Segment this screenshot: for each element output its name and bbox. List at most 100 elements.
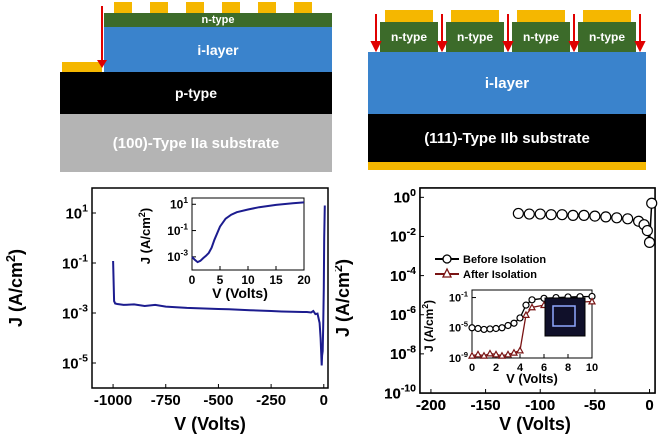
right-before-series-0-point-5	[567, 209, 579, 221]
right-inset-series-0-point-5	[498, 324, 506, 332]
right-ylabel: J (A/cm2)	[335, 259, 353, 337]
left-inset-xtick-label-4: 20	[297, 273, 311, 287]
right-before-xtick-label-1: -150	[471, 397, 501, 414]
right-inset-ytick-label-2: 10-9	[449, 350, 468, 365]
right-inset-ytick-label-0: 10-1	[449, 289, 469, 304]
right-inset-series-0-point-1	[474, 324, 482, 333]
substrate-b-label: (111)-Type IIb substrate	[424, 129, 590, 147]
right-after-ytick-label-0: 100	[393, 187, 416, 207]
left-inset-xtick-label-2: 10	[241, 273, 255, 287]
contact-r2	[451, 10, 499, 22]
right-legend: Before Isolation After Isolation	[435, 254, 546, 281]
ilayer: i-layer	[104, 27, 332, 72]
left-inset-ytick-label-2: 10-3	[167, 248, 188, 264]
right-before-ytick-label-1: 10-2	[390, 226, 416, 246]
right-inset-series-1-point-9	[521, 310, 531, 318]
left-ytick-label-1: 10-1	[62, 253, 88, 273]
left-ytick-label-2: 10-3	[62, 303, 88, 323]
side-contact	[62, 62, 102, 72]
right-before-series-0-point-13	[641, 224, 653, 237]
right-inset-series-1-point-1	[473, 350, 483, 358]
right-after-xtick-label-4: 0	[645, 397, 653, 414]
diagram-left: n-type i-layer p-type (100)-Type IIa sub…	[60, 0, 340, 175]
ptype-layer: p-type	[60, 72, 332, 114]
right-inset-series-1-point-2	[479, 351, 489, 359]
left-xtick-label-4: 0	[320, 392, 328, 409]
legend-after-marker	[441, 267, 453, 278]
left-inset-xtick-label-0: 0	[189, 273, 196, 287]
left-ytick-label-0: 101	[65, 203, 88, 223]
right-inset-xtick-label-3: 6	[541, 362, 547, 374]
right-before-xtick-label-2: -100	[525, 397, 555, 414]
right-before-xtick-label-0: -200	[416, 397, 446, 414]
right-xlabel: V (Volts)	[499, 414, 571, 434]
ntype-label-r3: n-type	[523, 30, 559, 44]
contact-r4	[583, 10, 631, 22]
ilayer-label: i-layer	[197, 41, 239, 58]
right-inset-xtick-label-5: 10	[586, 362, 598, 374]
contact-r1	[385, 10, 433, 22]
right-inset-xtick-label-0: 0	[469, 362, 475, 374]
ilayer-right-label: i-layer	[484, 74, 530, 92]
right-inset-xtick-label-1: 2	[493, 362, 499, 374]
top-contact-5	[258, 2, 276, 13]
right-inset-series-1-point-8	[515, 346, 525, 354]
ntype-block-2: n-type	[446, 10, 504, 52]
substrate-b: (111)-Type IIb substrate	[368, 114, 646, 162]
device-photo	[544, 297, 586, 337]
right-before-ytick-label-2: 10-4	[390, 265, 416, 285]
left-xtick-label-2: -500	[203, 392, 233, 409]
top-contact-6	[294, 2, 312, 13]
right-before-series-0-point-3	[545, 209, 557, 221]
red-arrow-left	[101, 6, 103, 62]
left-inset-ytick-label-1: 10-1	[167, 221, 188, 237]
left-xtick-label-0: -1000	[94, 392, 132, 409]
top-contact-1	[114, 2, 132, 13]
right-before-series-0-point-0	[512, 207, 524, 220]
legend-before-marker	[442, 254, 452, 264]
left-inset-ylabel: J (A/cm2)	[137, 208, 153, 264]
right-inset-series-0-point-8	[516, 314, 524, 322]
right-before-series-0-point-1	[523, 208, 535, 220]
top-contact-2	[150, 2, 168, 13]
right-inset-ylabel: J (A/cm2)	[420, 300, 436, 352]
right-inset-xlabel: V (Volts)	[506, 371, 558, 386]
left-inset-xlabel: V (Volts)	[212, 285, 268, 301]
right-inset-series-0-point-4	[492, 324, 500, 333]
right-after-xtick-label-1: -150	[471, 397, 501, 414]
left-xlabel: V (Volts)	[174, 414, 246, 434]
ntype-layer: n-type	[104, 13, 332, 27]
right-inset-series-1-point-4	[491, 350, 501, 358]
red-arrowhead-left	[97, 60, 107, 68]
left-series-0-line	[112, 205, 326, 366]
right-inset-series-1-point-0	[467, 351, 477, 359]
red-arrows	[368, 0, 658, 60]
contact-r3	[517, 10, 565, 22]
chart-left: -1000 -750 -500 -250 0 101 10-1 10-3 10-5 V (Volt…	[4, 187, 329, 434]
left-ylabel: J (A/cm2)	[4, 249, 26, 327]
top-contact-4	[222, 2, 240, 13]
right-inset-series-1-point-3	[485, 349, 495, 357]
right-before-series-0-point-8	[600, 211, 612, 223]
ntype-label: n-type	[201, 14, 235, 26]
bottom-contact	[368, 162, 646, 170]
right-inset-series-1-point-5	[497, 351, 507, 359]
left-xtick-label-1: -750	[151, 392, 181, 409]
right-before-series-0-point-7	[589, 210, 601, 222]
substrate-a-label: (100)-Type IIa substrate	[112, 134, 280, 152]
ntype-block-3: n-type	[512, 10, 570, 52]
left-ytick-label-3: 10-5	[62, 353, 88, 373]
right-inset-xtick-label-4: 8	[565, 362, 571, 374]
right-before-series-0-point-15	[646, 197, 658, 209]
device-photo-outline	[552, 305, 576, 327]
right-before-ytick-label-3: 10-6	[390, 304, 416, 324]
legend-before-label: Before Isolation	[463, 254, 546, 266]
right-before-xtick-label-3: -50	[584, 397, 606, 414]
right-inset-xtick-label-2: 4	[517, 362, 524, 374]
ptype-label: p-type	[175, 85, 217, 101]
ntype-label-r4: n-type	[589, 30, 625, 44]
right-after-xtick-label-3: -50	[584, 397, 606, 414]
ntype-r1: n-type	[380, 22, 438, 52]
right-inset-series-1-point-7	[509, 348, 519, 356]
top-contact-3	[186, 2, 204, 13]
